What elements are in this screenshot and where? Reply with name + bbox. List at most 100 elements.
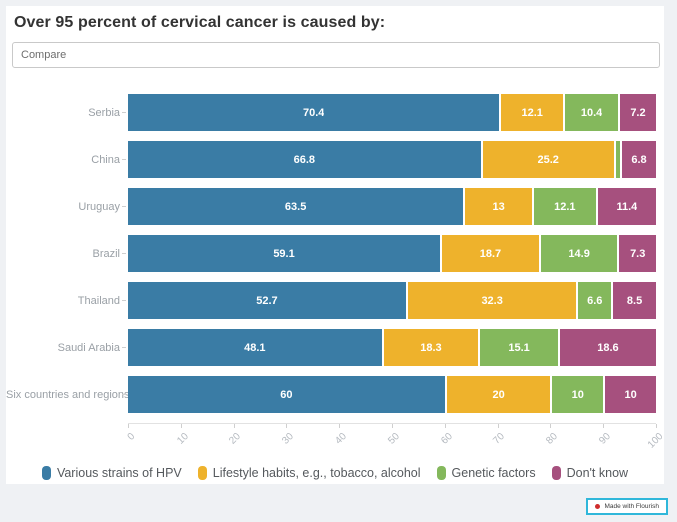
axis-tick-mark bbox=[444, 424, 446, 428]
made-with-flourish-badge[interactable]: Made with Flourish bbox=[586, 498, 668, 515]
category-tick-mark bbox=[122, 112, 126, 113]
bar-segment[interactable]: 18.7 bbox=[440, 235, 539, 272]
axis-tick-label: 90 bbox=[597, 431, 613, 447]
value-label: 52.7 bbox=[256, 294, 278, 307]
legend-item[interactable]: Genetic factors bbox=[436, 466, 536, 480]
bar-track: 52.7 32.3 6.6 8.5 bbox=[128, 282, 656, 319]
flourish-credit-label: Made with Flourish bbox=[604, 503, 659, 510]
bar-segment[interactable]: 66.8 bbox=[128, 141, 481, 178]
bar-segment[interactable]: 14.9 bbox=[538, 235, 618, 272]
value-label: 63.5 bbox=[284, 200, 307, 213]
axis-tick-label: 10 bbox=[174, 431, 191, 447]
legend-swatch-icon bbox=[197, 466, 207, 480]
value-label: 10 bbox=[624, 388, 637, 401]
axis-tick-mark bbox=[286, 424, 288, 428]
bar-row: Uruguay 63.5 13 12.1 11.4 bbox=[6, 188, 664, 225]
value-label: 10 bbox=[571, 388, 584, 401]
bar-segment[interactable]: 13 bbox=[463, 188, 532, 225]
bar-segment[interactable]: 12.1 bbox=[531, 188, 596, 225]
bar-row: Six countries and regions 60 20 10 10 bbox=[6, 376, 664, 413]
bar-segment[interactable]: 59.1 bbox=[128, 235, 441, 272]
axis-tick-mark bbox=[339, 424, 341, 428]
value-label: 20 bbox=[492, 388, 505, 401]
bar-segment[interactable]: 15.1 bbox=[478, 329, 558, 366]
bar-segment[interactable]: 7.2 bbox=[617, 94, 656, 131]
legend-label: Don't know bbox=[566, 466, 629, 480]
value-label: 48.1 bbox=[244, 341, 266, 354]
value-label: 7.2 bbox=[630, 106, 646, 119]
category-tick-mark bbox=[122, 253, 126, 254]
category-label: China bbox=[91, 153, 120, 166]
axis-tick-label: 40 bbox=[333, 431, 349, 447]
compare-input[interactable] bbox=[13, 43, 659, 67]
value-label: 15.1 bbox=[508, 341, 530, 354]
bar-track: 63.5 13 12.1 11.4 bbox=[128, 188, 656, 225]
x-axis: 0 10 20 30 40 50 60 70 80 90 100 bbox=[126, 423, 666, 460]
bar-segment[interactable]: 32.3 bbox=[405, 282, 577, 319]
category-label: Saudi Arabia bbox=[57, 341, 120, 354]
axis-tick-label: 20 bbox=[227, 431, 244, 447]
bar-segment[interactable]: 52.7 bbox=[128, 282, 406, 319]
legend-item[interactable]: Lifestyle habits, e.g., tobacco, alcohol bbox=[197, 466, 421, 480]
bar-segment[interactable] bbox=[613, 141, 621, 178]
bar-row: Brazil 59.1 18.7 14.9 7.3 bbox=[6, 235, 664, 272]
bar-segment[interactable]: 63.5 bbox=[128, 188, 464, 225]
value-label: 59.1 bbox=[273, 247, 295, 260]
legend-swatch-icon bbox=[436, 466, 446, 480]
legend-item[interactable]: Don't know bbox=[551, 466, 629, 480]
legend-swatch-icon bbox=[41, 466, 51, 480]
bar-segment[interactable]: 18.3 bbox=[381, 329, 479, 366]
bar-segment[interactable]: 6.8 bbox=[620, 141, 656, 178]
bar-track: 59.1 18.7 14.9 7.3 bbox=[128, 235, 656, 272]
flourish-logo-icon bbox=[595, 504, 601, 509]
bar-segment[interactable]: 10 bbox=[603, 376, 656, 413]
bar-segment[interactable]: 60 bbox=[128, 376, 445, 413]
axis-tick-label: 30 bbox=[280, 431, 297, 447]
axis-tick-mark bbox=[233, 424, 235, 428]
bar-segment[interactable]: 18.6 bbox=[557, 329, 656, 366]
category-label: Uruguay bbox=[78, 200, 120, 213]
category-tick-mark bbox=[122, 347, 126, 348]
legend-label: Lifestyle habits, e.g., tobacco, alcohol bbox=[212, 466, 421, 480]
value-label: 60 bbox=[280, 388, 293, 401]
value-label: 11.4 bbox=[616, 200, 638, 213]
value-label: 7.3 bbox=[630, 247, 646, 260]
bar-row: Saudi Arabia 48.1 18.3 15.1 18.6 bbox=[6, 329, 664, 366]
value-label: 70.4 bbox=[302, 106, 325, 119]
bar-segment[interactable]: 10.4 bbox=[563, 94, 618, 131]
compare-control[interactable] bbox=[12, 42, 660, 68]
axis-tick-label: 50 bbox=[386, 431, 402, 447]
bar-segment[interactable]: 70.4 bbox=[128, 94, 500, 131]
axis-tick-mark bbox=[497, 424, 499, 428]
axis-tick-label: 70 bbox=[491, 431, 508, 447]
value-label: 6.6 bbox=[587, 294, 603, 307]
legend-swatch-icon bbox=[551, 466, 561, 480]
bar-segment[interactable]: 48.1 bbox=[128, 329, 382, 366]
chart-card: Over 95 percent of cervical cancer is ca… bbox=[6, 6, 666, 484]
bar-segment[interactable]: 10 bbox=[550, 376, 604, 413]
axis-tick-mark bbox=[128, 424, 129, 428]
bar-row: Thailand 52.7 32.3 6.6 8.5 bbox=[6, 282, 664, 319]
bar-segment[interactable]: 6.6 bbox=[576, 282, 612, 319]
value-label: 8.5 bbox=[626, 294, 643, 307]
value-label: 12.1 bbox=[521, 106, 543, 119]
category-tick-mark bbox=[122, 300, 126, 301]
bar-segment[interactable]: 25.2 bbox=[480, 141, 614, 178]
axis-tick-mark bbox=[603, 424, 605, 428]
bar-segment[interactable]: 12.1 bbox=[499, 94, 564, 131]
value-label: 10.4 bbox=[580, 106, 603, 119]
value-label: 25.2 bbox=[537, 153, 559, 166]
bar-segment[interactable]: 7.3 bbox=[617, 235, 656, 272]
bar-row: Serbia 70.4 12.1 10.4 7.2 bbox=[6, 94, 664, 131]
category-label: Serbia bbox=[88, 106, 120, 119]
bar-segment[interactable]: 11.4 bbox=[595, 188, 656, 225]
bar-segment[interactable]: 8.5 bbox=[611, 282, 656, 319]
bar-segment[interactable]: 20 bbox=[444, 376, 551, 413]
legend-label: Various strains of HPV bbox=[56, 466, 182, 480]
bar-track: 70.4 12.1 10.4 7.2 bbox=[128, 94, 656, 131]
bar-track: 48.1 18.3 15.1 18.6 bbox=[128, 329, 656, 366]
legend-item[interactable]: Various strains of HPV bbox=[41, 466, 182, 480]
stacked-bar-chart: Serbia 70.4 12.1 10.4 7.2 China 66.8 25.2 6.8 Uru… bbox=[6, 94, 664, 413]
axis-tick-mark bbox=[656, 424, 657, 428]
axis-tick-label: 100 bbox=[646, 431, 666, 451]
